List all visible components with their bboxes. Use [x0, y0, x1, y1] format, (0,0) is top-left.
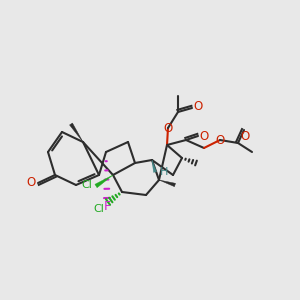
Text: O: O — [215, 134, 225, 146]
Polygon shape — [159, 180, 175, 187]
Text: F: F — [103, 200, 111, 212]
Polygon shape — [70, 123, 83, 142]
Text: O: O — [200, 130, 208, 142]
Polygon shape — [95, 175, 113, 188]
Polygon shape — [152, 160, 157, 172]
Text: Cl: Cl — [94, 204, 104, 214]
Text: O: O — [164, 122, 172, 134]
Text: O: O — [194, 100, 202, 112]
Text: H: H — [160, 167, 168, 177]
Text: O: O — [26, 176, 36, 190]
Text: O: O — [240, 130, 250, 143]
Text: Cl: Cl — [82, 180, 92, 190]
